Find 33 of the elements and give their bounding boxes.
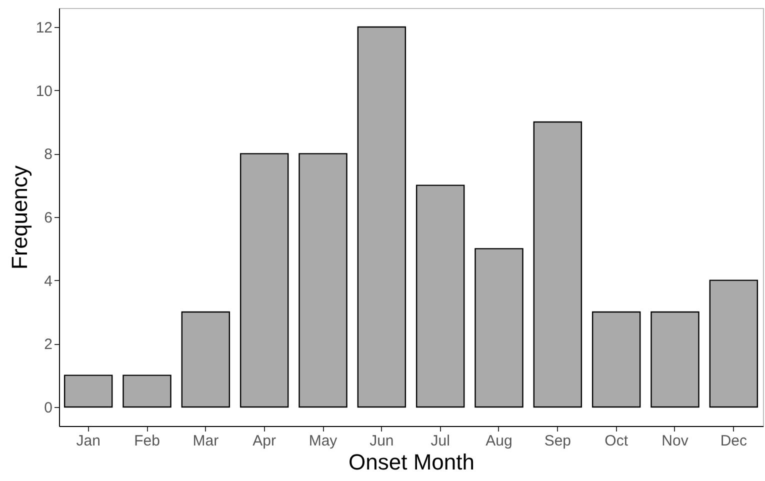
x-tick-label: Nov <box>662 432 689 450</box>
bar <box>416 184 465 408</box>
bar <box>592 311 641 408</box>
x-tick-label: Aug <box>486 432 512 450</box>
y-tick-label: 0 <box>44 400 52 416</box>
bar <box>298 153 348 408</box>
y-axis-title: Frequency <box>6 166 32 270</box>
bar <box>64 374 113 408</box>
y-tick-label: 10 <box>36 82 52 100</box>
y-tick-label: 8 <box>44 146 52 164</box>
bar <box>181 311 230 408</box>
bar <box>357 26 406 408</box>
y-tick-label: 4 <box>44 272 52 290</box>
bar <box>122 374 172 408</box>
x-tick-label: Feb <box>134 432 160 450</box>
x-tick-label: Oct <box>604 432 629 450</box>
y-tick-label: 2 <box>44 336 52 354</box>
x-tick-label: Apr <box>252 432 276 450</box>
bar <box>709 280 758 408</box>
bar <box>240 153 289 408</box>
x-tick-label: May <box>308 432 338 450</box>
x-tick-label: Jul <box>430 432 450 450</box>
y-tick-label: 6 <box>44 210 52 226</box>
x-tick-label: Jun <box>370 432 394 450</box>
bar <box>474 248 524 408</box>
x-axis-title: Onset Month <box>348 450 474 474</box>
y-tick-label: 12 <box>36 20 52 36</box>
bar <box>650 311 700 408</box>
x-tick-label: Sep <box>544 432 572 450</box>
x-tick-label: Jan <box>76 432 100 450</box>
x-tick-label: Mar <box>192 432 219 450</box>
bar <box>533 121 582 408</box>
x-tick-label: Dec <box>720 432 748 450</box>
